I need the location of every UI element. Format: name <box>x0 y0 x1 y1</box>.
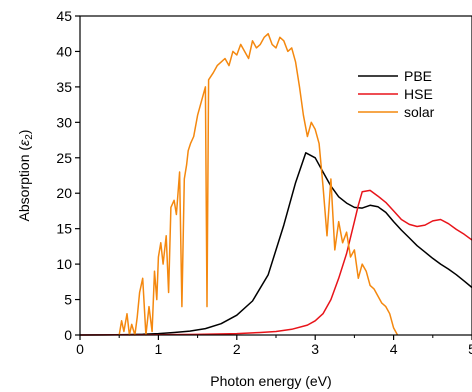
legend-label-solar: solar <box>404 104 435 120</box>
legend: PBE HSE solar <box>358 68 435 120</box>
series-line-solar <box>118 32 399 336</box>
plot-frame <box>79 15 472 336</box>
series-line-HSE <box>79 189 472 336</box>
y-axis-label-main: Absorption ( <box>16 146 32 222</box>
x-tick-label: 1 <box>155 341 163 357</box>
y-tick-label: 5 <box>64 292 72 308</box>
series-layer <box>79 32 472 336</box>
y-tick-label: 0 <box>64 327 72 343</box>
y-tick-label: 20 <box>56 185 72 201</box>
x-axis-ticks: 0 1 2 3 4 5 <box>76 335 472 357</box>
y-axis-ticks: 0 5 10 15 20 25 30 35 40 45 <box>56 8 80 343</box>
y-tick-label: 40 <box>56 43 72 59</box>
x-tick-label: 3 <box>311 341 319 357</box>
y-tick-label: 35 <box>56 79 72 95</box>
series-line-PBE <box>79 152 472 336</box>
x-tick-label: 5 <box>468 341 472 357</box>
legend-label-PBE: PBE <box>404 68 432 84</box>
x-tick-label: 0 <box>76 341 84 357</box>
y-axis-label: Absorption (ε2) <box>16 130 35 222</box>
y-axis-label-close: ) <box>16 130 32 135</box>
y-tick-label: 30 <box>56 114 72 130</box>
y-tick-label: 10 <box>56 256 72 272</box>
x-axis-label: Photon energy (eV) <box>210 373 331 389</box>
legend-label-HSE: HSE <box>404 86 433 102</box>
x-tick-label: 4 <box>390 341 398 357</box>
y-axis-label-subscript: 2 <box>24 134 35 140</box>
y-tick-label: 25 <box>56 150 72 166</box>
y-tick-label: 15 <box>56 221 72 237</box>
y-axis-label-symbol: ε <box>16 139 32 146</box>
x-tick-label: 2 <box>233 341 241 357</box>
y-tick-label: 45 <box>56 8 72 24</box>
